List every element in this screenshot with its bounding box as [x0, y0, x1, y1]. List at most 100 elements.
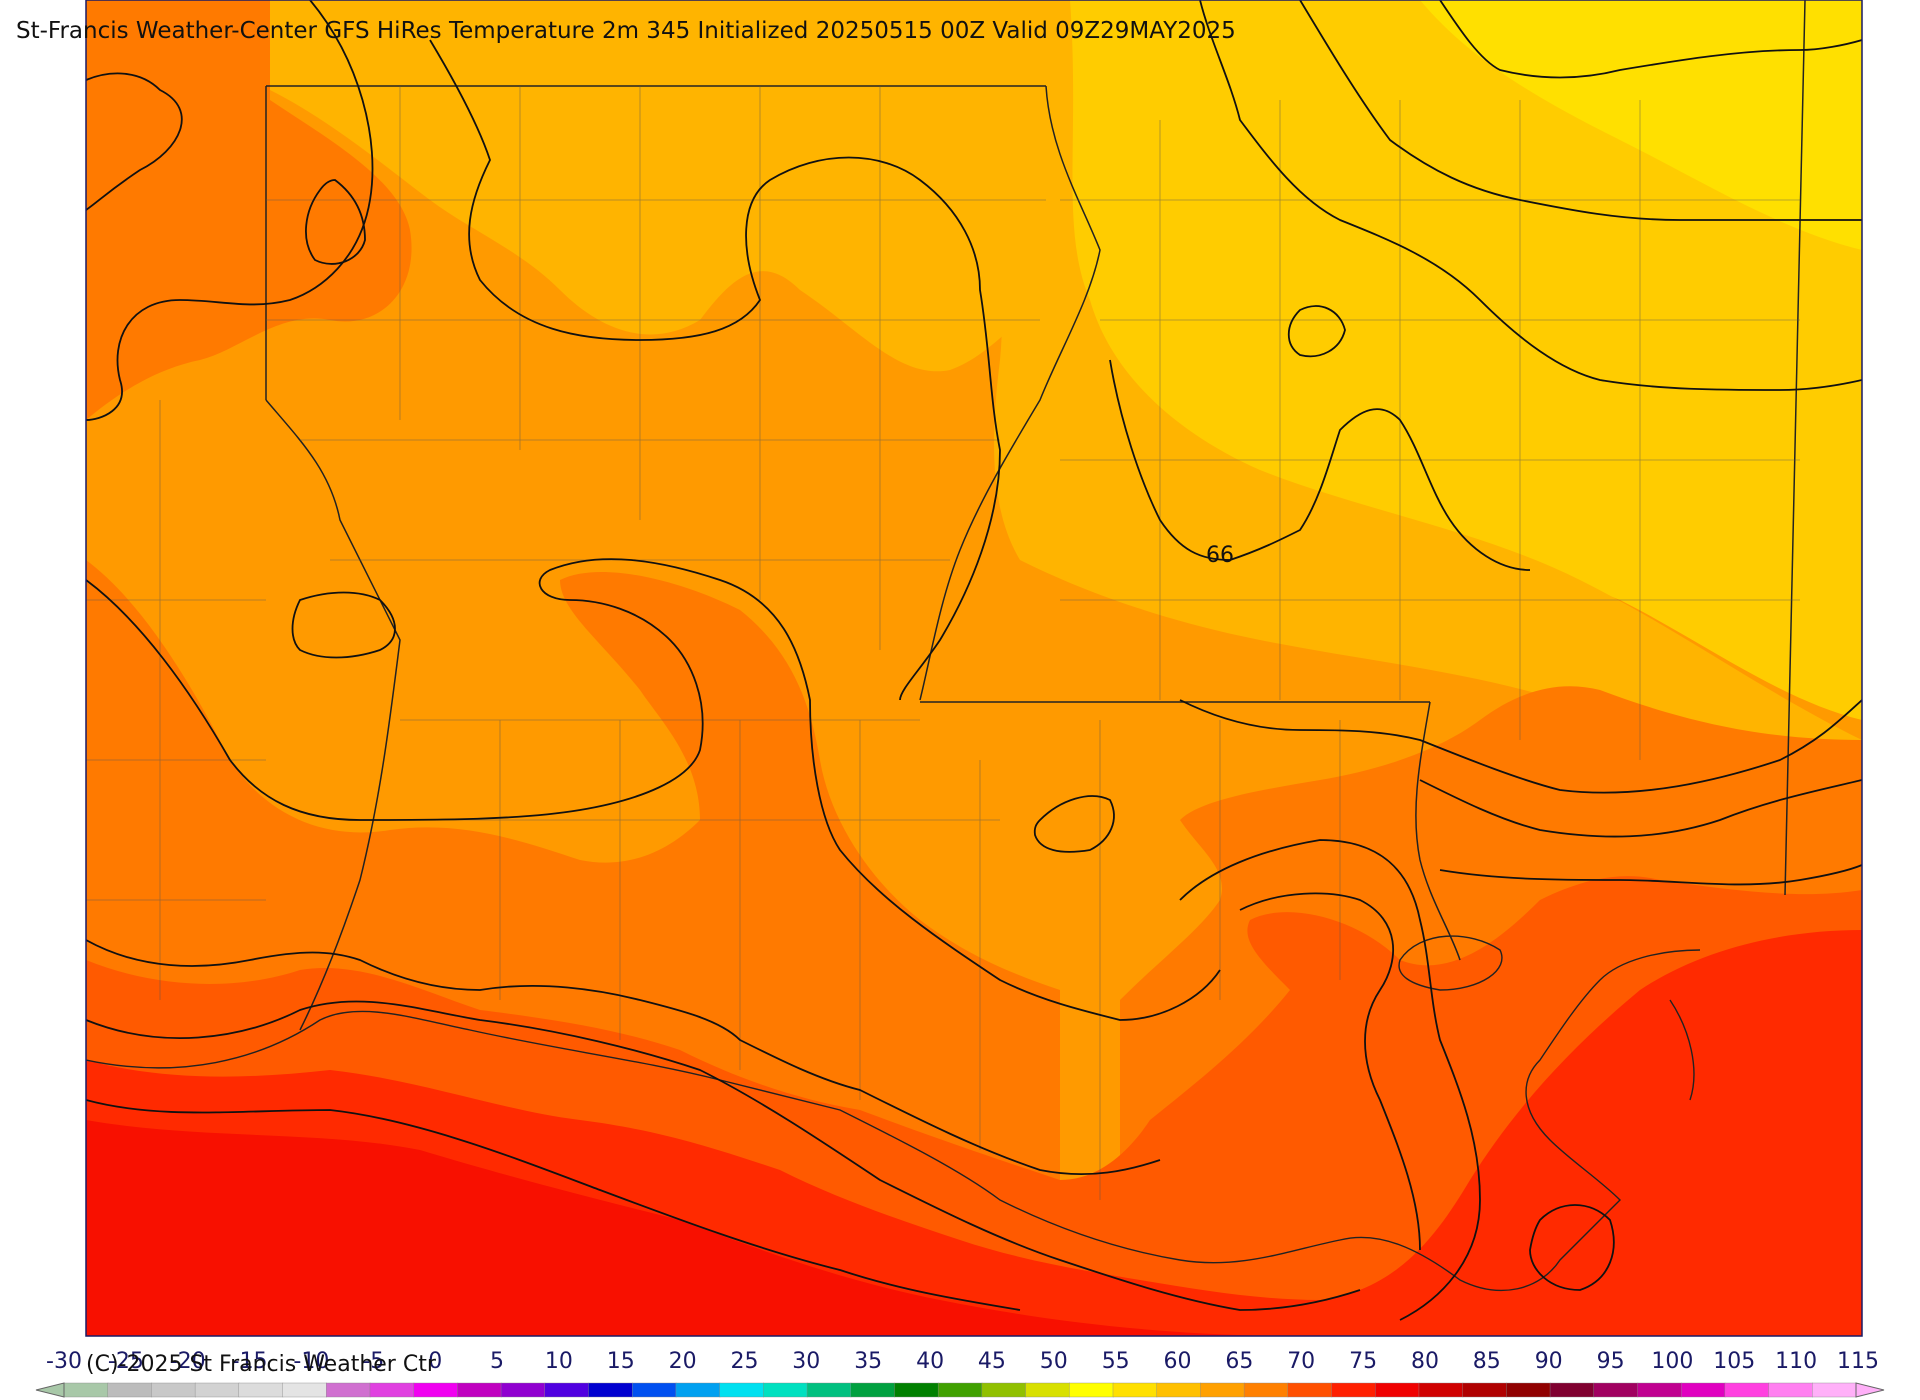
colorbar-left-arrow — [35, 1382, 65, 1398]
isotherm — [1439, 0, 1862, 79]
colorbar-swatch — [194, 1382, 240, 1398]
colorbar — [35, 1382, 1885, 1398]
colorbar-tick-label: 100 — [1651, 1349, 1693, 1374]
colorbar-tick-label: -20 — [170, 1349, 206, 1374]
colorbar-swatch — [806, 1382, 852, 1398]
colorbar-swatch — [1637, 1382, 1682, 1398]
map-frame — [85, 0, 1863, 1337]
colorbar-swatch — [894, 1382, 939, 1398]
colorbar-tick-label: 75 — [1349, 1349, 1377, 1374]
colorbar-tick-label: 70 — [1287, 1349, 1315, 1374]
county-lines — [86, 86, 1800, 1200]
colorbar-swatch — [326, 1382, 371, 1398]
colorbar-tick-label: -15 — [232, 1349, 268, 1374]
colorbar-swatch — [544, 1382, 590, 1398]
colorbar-tick-label: 5 — [490, 1349, 504, 1374]
border-sabine-river — [265, 399, 401, 1031]
isotherm — [1419, 779, 1862, 838]
isotherm — [1529, 1204, 1615, 1291]
colorbar-tick-label: -5 — [362, 1349, 384, 1374]
isotherm — [86, 939, 1161, 1175]
colorbar-swatch — [981, 1382, 1027, 1398]
isotherm — [86, 0, 374, 421]
isotherm-contours — [86, 0, 1862, 1321]
colorbar-tick-label: 90 — [1535, 1349, 1563, 1374]
colorbar-swatch — [413, 1382, 459, 1398]
colorbar-swatch — [1506, 1382, 1551, 1398]
colorbar-swatch — [1549, 1382, 1595, 1398]
isotherm — [86, 1099, 1021, 1311]
colorbar-swatch — [282, 1382, 327, 1398]
colorbar-swatch — [1724, 1382, 1770, 1398]
colorbar-swatch — [369, 1382, 415, 1398]
isotherm — [1109, 359, 1531, 571]
copyright-notice: (C)-2025 St Francis Weather Ctr — [86, 1352, 436, 1377]
isotherm — [1199, 0, 1862, 391]
colorbar-swatch — [1768, 1382, 1813, 1398]
band-dark-orange-west — [86, 0, 412, 420]
colorbar-tick-label: 85 — [1473, 1349, 1501, 1374]
isotherm — [305, 179, 366, 265]
colorbar-swatch — [937, 1382, 983, 1398]
colorbar-swatch — [1418, 1382, 1464, 1398]
lake-pontchartrain — [1398, 935, 1503, 991]
band-yellow-corner — [1420, 0, 1862, 250]
band-deep-red-gulf — [86, 1120, 1300, 1336]
isotherm — [86, 1000, 1361, 1311]
colorbar-swatch — [500, 1382, 546, 1398]
colorbar-swatch — [457, 1382, 502, 1398]
colorbar-tick-label: 95 — [1597, 1349, 1625, 1374]
gulf-coastline — [86, 949, 1701, 1292]
isotherm — [86, 72, 183, 211]
colorbar-tick-label: 10 — [545, 1349, 573, 1374]
colorbar-swatch — [1025, 1382, 1070, 1398]
colorbar-swatch — [850, 1382, 896, 1398]
colorbar-swatch — [1680, 1382, 1726, 1398]
colorbar-right-arrow — [1855, 1382, 1885, 1398]
band-gold-northeast — [1050, 0, 1862, 720]
border-pearl-river — [1415, 701, 1461, 961]
colorbar-ticks: -30 -25 -20 -15 -10 -5 0 5 10 15 20 25 30 35 40 45 50 55 6… — [46, 1349, 1879, 1374]
map-title: St-Francis Weather-Center GFS HiRes Temp… — [16, 18, 1236, 44]
border-mississippi-river — [919, 85, 1101, 701]
colorbar-tick-label: 35 — [854, 1349, 882, 1374]
colorbar-tick-label: -30 — [46, 1349, 82, 1374]
contour-label-66: 66 — [1206, 543, 1234, 568]
colorbar-tick-label: 110 — [1775, 1349, 1817, 1374]
isotherm — [1179, 839, 1481, 1321]
colorbar-swatch — [1593, 1382, 1639, 1398]
county-line — [86, 400, 266, 1000]
colorbar-tick-label: 15 — [607, 1349, 635, 1374]
colorbar-tick-label: 55 — [1102, 1349, 1130, 1374]
isotherm — [86, 558, 1221, 1021]
colorbar-swatch — [1243, 1382, 1289, 1398]
band-light-orange-north — [270, 0, 1040, 372]
colorbar-swatch — [63, 1382, 109, 1398]
colorbar-swatch — [151, 1382, 196, 1398]
isotherm — [1439, 864, 1862, 886]
state-borders — [265, 0, 1806, 1031]
isotherm — [1179, 699, 1862, 794]
coastline — [86, 935, 1701, 1292]
isotherm — [1299, 0, 1862, 221]
colorbar-tick-label: 25 — [731, 1349, 759, 1374]
colorbar-tick-label: 80 — [1411, 1349, 1439, 1374]
colorbar-tick-label: -25 — [108, 1349, 144, 1374]
colorbar-tick-label: 105 — [1713, 1349, 1755, 1374]
colorbar-swatch — [719, 1382, 765, 1398]
chandeleur-islands — [1669, 999, 1695, 1101]
colorbar-tick-label: 40 — [916, 1349, 944, 1374]
colorbar-tick-label: 30 — [792, 1349, 820, 1374]
colorbar-swatch — [1462, 1382, 1508, 1398]
county-line — [400, 719, 1341, 1200]
colorbar-swatch — [1156, 1382, 1202, 1398]
colorbar-tick-label: 65 — [1225, 1349, 1253, 1374]
colorbar-swatch — [238, 1382, 284, 1398]
colorbar-tick-label: 0 — [428, 1349, 442, 1374]
colorbar-tick-label: 50 — [1040, 1349, 1068, 1374]
colorbar-swatch — [1331, 1382, 1376, 1398]
isotherm — [1287, 305, 1346, 358]
border-mississippi-alabama — [1784, 0, 1806, 896]
